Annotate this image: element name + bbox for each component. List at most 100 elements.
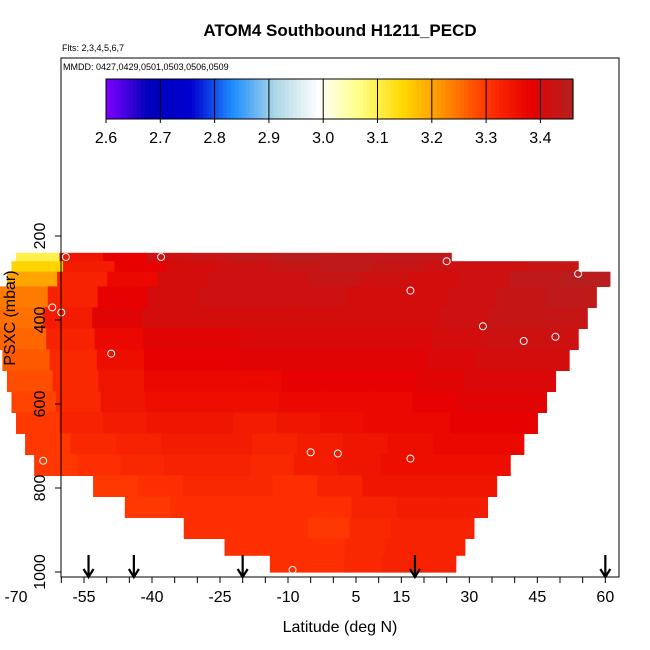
heatmap-cell <box>206 433 253 455</box>
heatmap-cell <box>559 271 611 287</box>
colorbar-segment <box>312 79 317 119</box>
colorbar-segment <box>288 79 294 119</box>
heatmap-cell <box>225 517 268 539</box>
x-tick-label: -25 <box>208 589 231 606</box>
colorbar-tick-label: 3.0 <box>312 130 334 147</box>
colorbar-segment <box>327 79 333 119</box>
heatmap-cell <box>408 271 460 287</box>
heatmap-cell <box>320 412 365 434</box>
colorbar-segment <box>218 79 224 119</box>
heatmap-cell <box>182 475 229 497</box>
colorbar-segment <box>510 79 516 119</box>
heatmap-cell <box>217 261 270 273</box>
colorbar-tick-label: 3.3 <box>475 130 497 147</box>
heatmap-cell <box>288 328 337 350</box>
heatmap-cell <box>191 307 242 329</box>
colorbar-segment <box>526 79 531 119</box>
heatmap-cell <box>92 307 143 329</box>
colorbar-segment <box>281 79 286 119</box>
x-tick-label: 45 <box>528 589 546 606</box>
colorbar-segment <box>569 79 574 119</box>
heatmap-cell <box>438 307 489 329</box>
heatmap-cell <box>478 433 525 455</box>
heatmap-cell <box>423 261 476 273</box>
y-axis: 200 400 600 800 1000 <box>32 223 61 590</box>
heatmap-cell <box>390 517 434 539</box>
heatmap-cell <box>240 307 291 329</box>
heatmap-cell <box>11 391 57 413</box>
heatmap-cell <box>384 538 426 556</box>
heatmap-cell <box>183 517 226 539</box>
colorbar-segment <box>553 79 559 119</box>
heatmap-cell <box>238 349 287 371</box>
colorbar-segment <box>421 79 426 119</box>
heatmap-cell <box>424 538 466 556</box>
colorbar-segment <box>366 79 372 119</box>
heatmap-cell <box>234 391 280 413</box>
colorbar-segment <box>460 79 465 119</box>
heatmap-cell <box>363 412 408 434</box>
colorbar-segment <box>214 79 220 119</box>
heatmap-cell <box>276 412 321 434</box>
heatmap-cell <box>326 370 374 392</box>
x-tick-label: -40 <box>140 589 163 606</box>
colorbar-segment <box>432 79 438 119</box>
x-tick-label: -70 <box>4 589 27 606</box>
heatmap-cell <box>272 475 318 497</box>
colorbar-segment <box>292 79 298 119</box>
heatmap-cell <box>332 349 381 371</box>
heatmap-cell <box>93 475 139 497</box>
colorbar-segment <box>257 79 263 119</box>
colorbar-segment <box>467 79 473 119</box>
colorbar-segment <box>238 79 243 119</box>
colorbar-segment <box>249 79 255 119</box>
heatmap-cell <box>141 307 192 329</box>
heatmap-cell <box>207 454 252 476</box>
heatmap-cell <box>251 433 298 455</box>
heatmap-cell <box>433 328 483 350</box>
colorbar-segment <box>144 79 150 119</box>
colorbar-segment <box>222 79 228 119</box>
colorbar-segment <box>390 79 395 119</box>
heatmap-cell <box>100 391 146 413</box>
heatmap-cell <box>233 412 278 434</box>
heatmap-cell <box>247 286 298 308</box>
colorbar-segment <box>514 79 520 119</box>
colorbar-segment <box>355 79 360 119</box>
colorbar-segment <box>464 79 469 119</box>
sample-point <box>406 286 415 295</box>
heatmap-cell <box>250 454 295 476</box>
heatmap-cell <box>293 454 338 476</box>
heatmap-cell <box>233 252 278 262</box>
heatmap-cell <box>207 271 259 287</box>
colorbar-segment <box>117 79 123 119</box>
colorbar-segment <box>125 79 130 119</box>
colorbar-segment <box>265 79 271 119</box>
heatmap-cell <box>161 433 208 455</box>
colorbar-tick-label: 3.4 <box>529 130 551 147</box>
colorbar-segment <box>129 79 134 119</box>
heatmap-cell <box>308 271 360 287</box>
heatmap-cell <box>481 328 531 350</box>
heatmap-cell <box>423 454 468 476</box>
heatmap-cell <box>509 271 561 287</box>
heatmap-cell <box>337 454 381 476</box>
heatmap-cell <box>191 349 240 371</box>
heatmap-cell <box>46 328 96 350</box>
colorbar-segment <box>565 79 570 119</box>
colorbar-segment <box>203 79 208 119</box>
colorbar-segment <box>152 79 158 119</box>
heatmap-cell <box>526 261 579 273</box>
colorbar-segment <box>133 79 138 119</box>
colorbar-tick-label: 2.7 <box>149 130 171 147</box>
heatmap-cell <box>396 496 443 518</box>
colorbar-segment <box>549 79 555 119</box>
heatmap-cell <box>6 271 58 287</box>
flight-arrow <box>82 555 95 580</box>
sample-point <box>107 349 116 358</box>
colorbar-segment <box>296 79 302 119</box>
colorbar-segment <box>491 79 496 119</box>
colorbar-segment <box>187 79 193 119</box>
colorbar-segment <box>273 79 278 119</box>
heatmap-cell <box>281 370 328 392</box>
